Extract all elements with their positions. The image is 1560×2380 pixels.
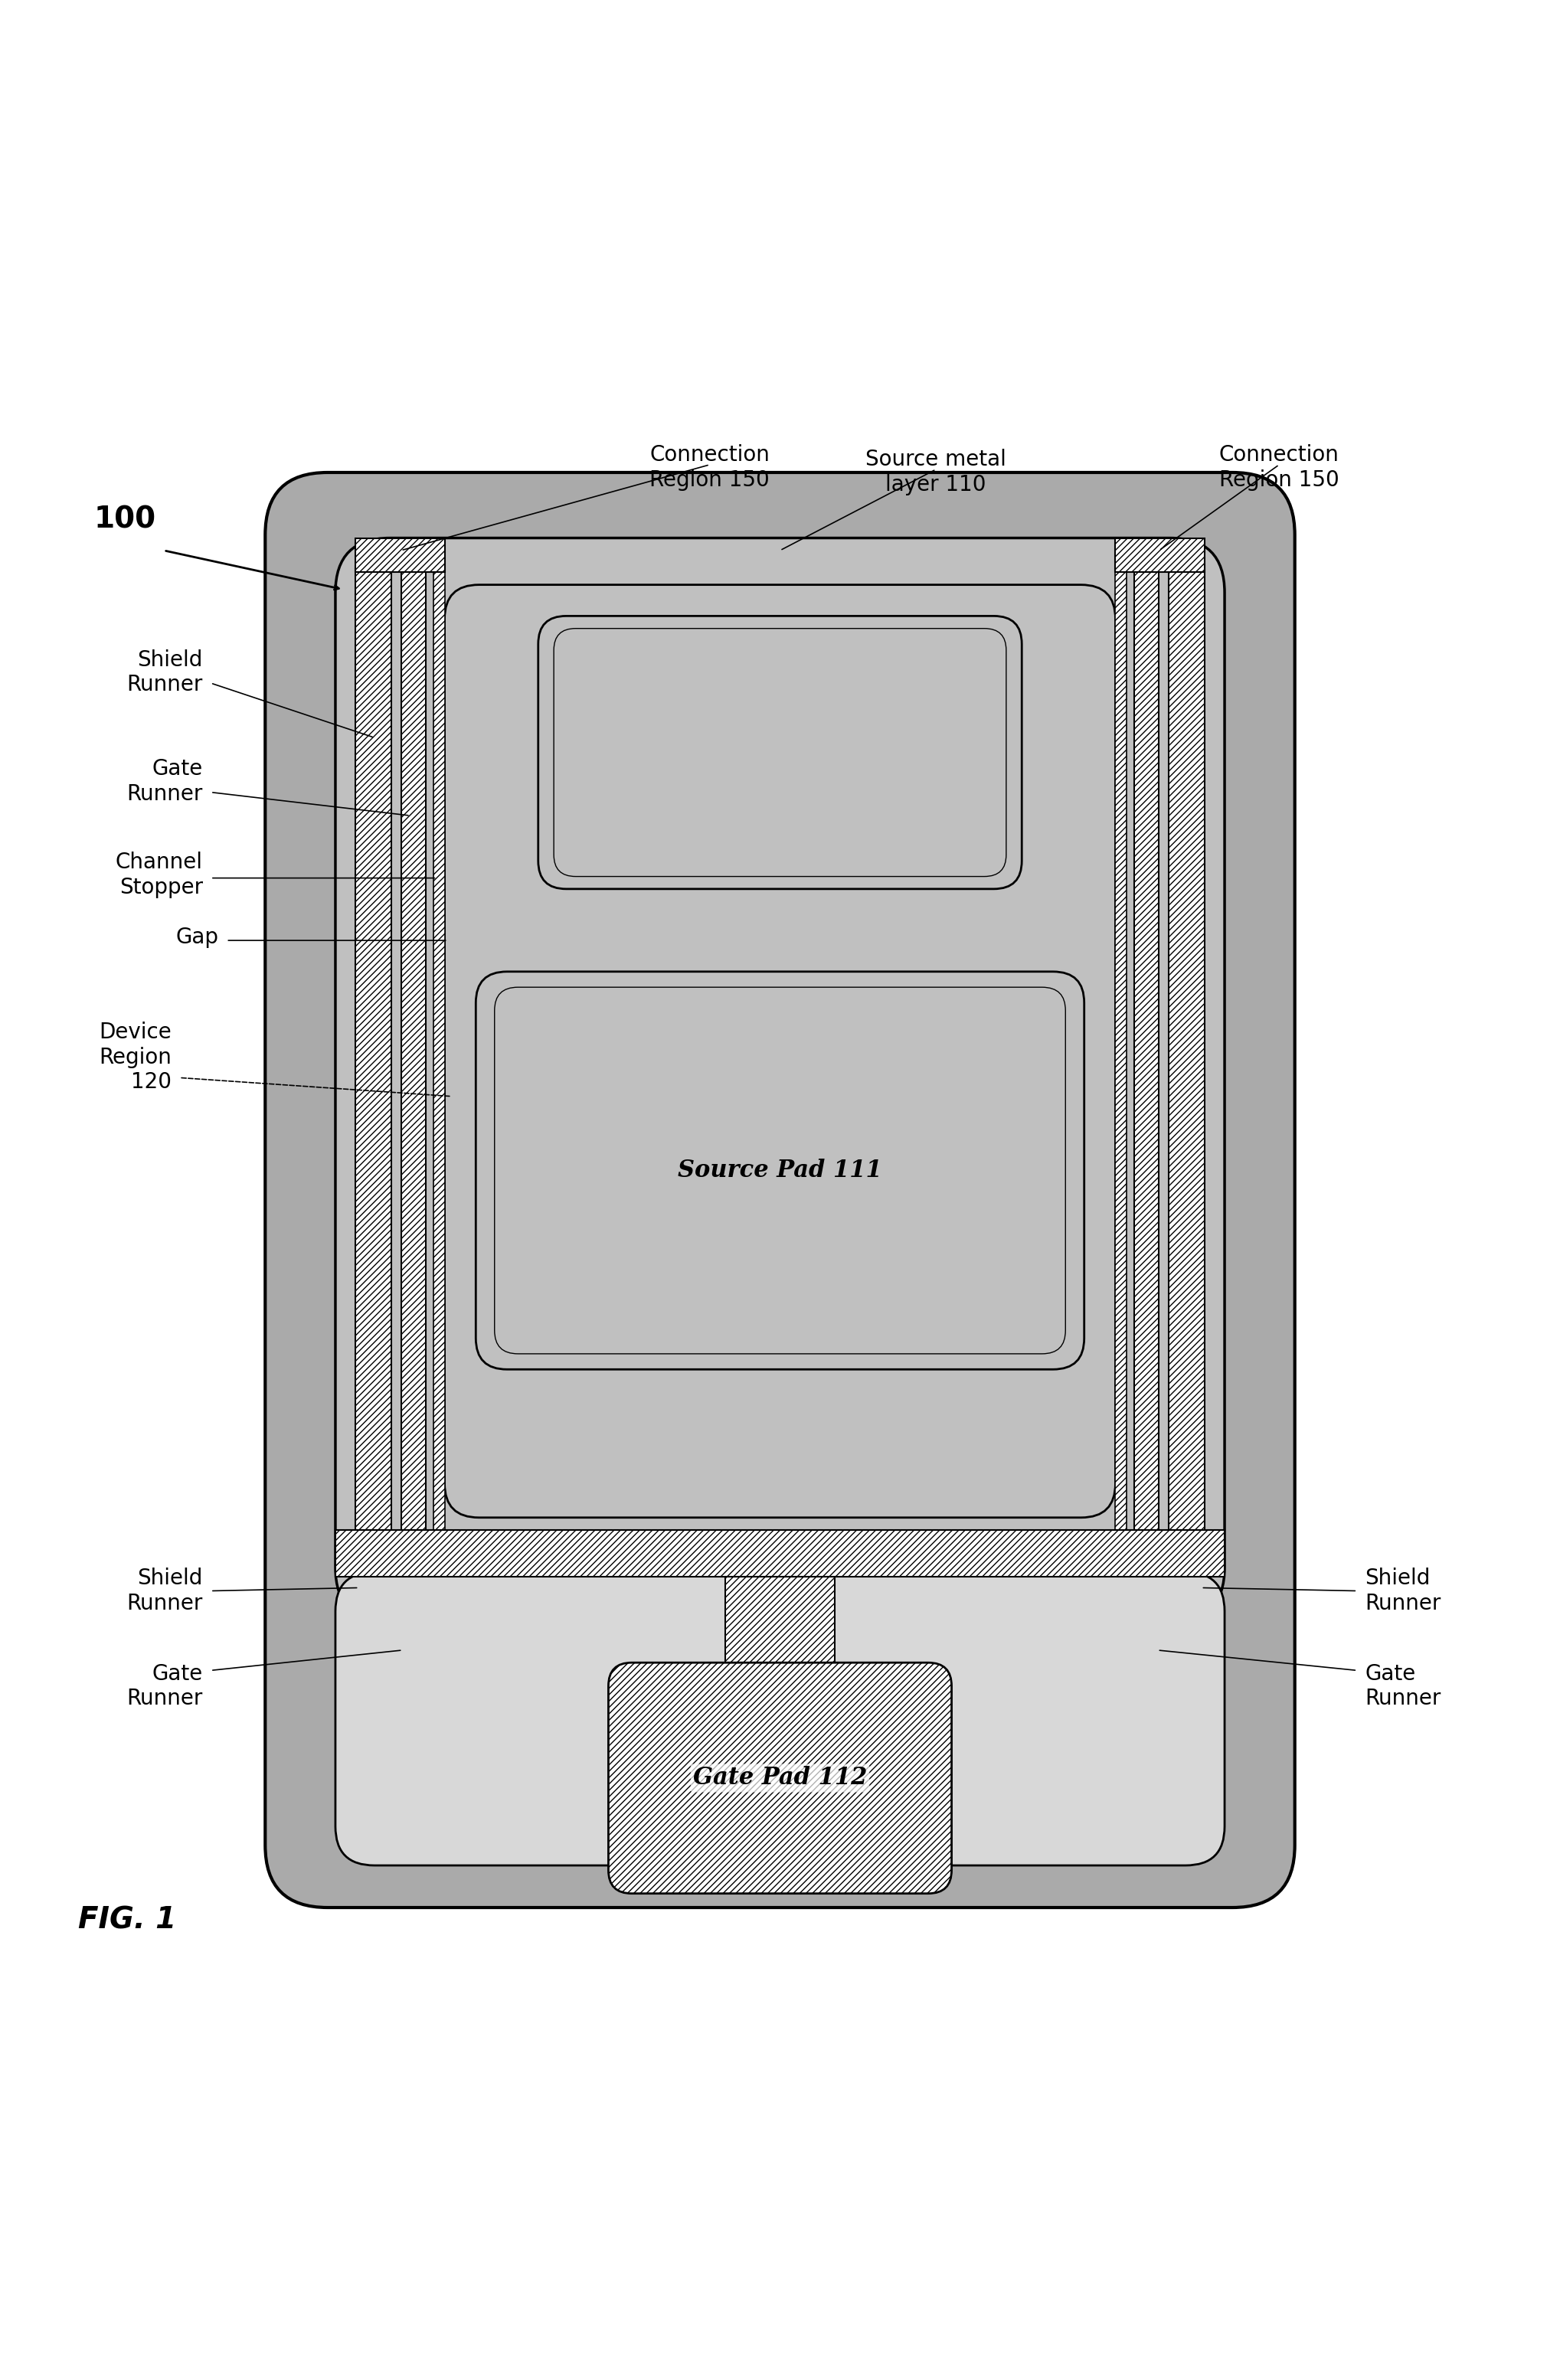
FancyBboxPatch shape xyxy=(445,585,1115,1518)
Text: Shield
Runner: Shield Runner xyxy=(126,650,203,695)
Text: Shield
Runner: Shield Runner xyxy=(126,1568,203,1614)
Bar xyxy=(1115,538,1204,571)
Text: Gate
Runner: Gate Runner xyxy=(1365,1664,1441,1709)
Text: Gate Pad 112: Gate Pad 112 xyxy=(693,1766,867,1790)
Text: Device
Region
120: Device Region 120 xyxy=(98,1021,172,1092)
Text: Channel
Stopper: Channel Stopper xyxy=(115,852,203,897)
Bar xyxy=(1168,566,1204,1530)
Text: Gate
Runner: Gate Runner xyxy=(126,759,203,804)
FancyBboxPatch shape xyxy=(538,616,1022,890)
Bar xyxy=(725,1578,835,1668)
Text: 100: 100 xyxy=(94,505,156,533)
Bar xyxy=(401,566,426,1530)
Text: Source Pad 111: Source Pad 111 xyxy=(679,1159,881,1183)
FancyBboxPatch shape xyxy=(495,988,1065,1354)
Bar xyxy=(356,566,392,1530)
Bar xyxy=(434,566,445,1530)
Text: Connection
Region 150: Connection Region 150 xyxy=(649,445,771,490)
FancyBboxPatch shape xyxy=(554,628,1006,876)
Text: Source metal
layer 110: Source metal layer 110 xyxy=(866,450,1006,495)
Text: Connection
Region 150: Connection Region 150 xyxy=(1218,445,1340,490)
Bar xyxy=(1134,566,1159,1530)
Text: Shield
Runner: Shield Runner xyxy=(1365,1568,1441,1614)
Bar xyxy=(335,1530,1225,1578)
Bar xyxy=(356,538,445,571)
Text: Gap: Gap xyxy=(176,926,218,947)
Text: FIG. 1: FIG. 1 xyxy=(78,1906,176,1935)
FancyBboxPatch shape xyxy=(335,1573,1225,1866)
Bar xyxy=(1115,566,1126,1530)
FancyBboxPatch shape xyxy=(476,971,1084,1368)
FancyBboxPatch shape xyxy=(608,1664,952,1894)
Text: Gate
Runner: Gate Runner xyxy=(126,1664,203,1709)
FancyBboxPatch shape xyxy=(335,538,1225,1623)
FancyBboxPatch shape xyxy=(265,474,1295,1906)
